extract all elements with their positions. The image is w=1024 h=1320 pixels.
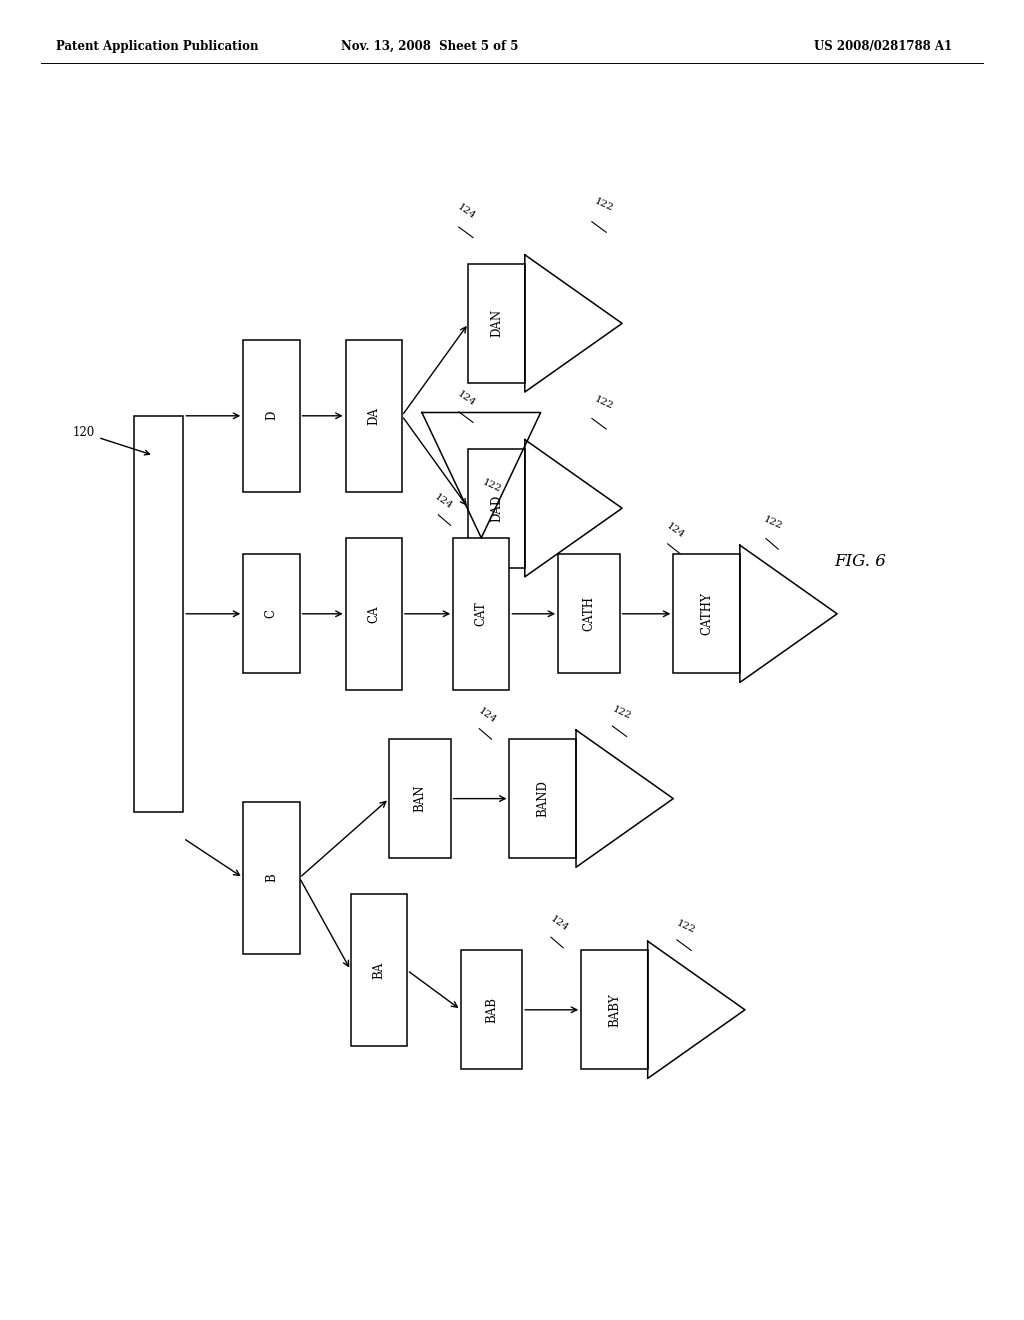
Bar xyxy=(674,554,739,673)
Text: B: B xyxy=(265,874,278,882)
Text: BAN: BAN xyxy=(414,785,426,812)
Text: CA: CA xyxy=(368,605,380,623)
Text: DAD: DAD xyxy=(490,495,503,521)
Text: 124: 124 xyxy=(477,706,498,725)
Bar xyxy=(350,895,407,1045)
Text: FIG. 6: FIG. 6 xyxy=(835,553,886,569)
Bar xyxy=(582,950,648,1069)
Bar xyxy=(510,739,575,858)
Text: 124: 124 xyxy=(666,521,686,540)
Text: 122: 122 xyxy=(675,919,697,935)
Text: DA: DA xyxy=(368,407,380,425)
Text: DAN: DAN xyxy=(490,309,503,338)
Text: 122: 122 xyxy=(762,515,784,531)
Text: 124: 124 xyxy=(433,492,454,511)
Text: Nov. 13, 2008  Sheet 5 of 5: Nov. 13, 2008 Sheet 5 of 5 xyxy=(341,40,519,53)
Text: 124: 124 xyxy=(456,389,476,408)
Text: D: D xyxy=(265,411,278,421)
Text: 122: 122 xyxy=(593,395,615,411)
Bar xyxy=(389,739,451,858)
Bar xyxy=(558,554,620,673)
Bar xyxy=(468,449,524,568)
Text: BA: BA xyxy=(373,961,385,979)
Text: 124: 124 xyxy=(456,202,476,220)
Text: Patent Application Publication: Patent Application Publication xyxy=(56,40,259,53)
Bar xyxy=(244,339,300,491)
Text: C: C xyxy=(265,610,278,618)
Text: 122: 122 xyxy=(610,705,633,721)
Text: CAT: CAT xyxy=(475,602,487,626)
Text: BAND: BAND xyxy=(537,780,549,817)
Text: 120: 120 xyxy=(73,426,150,455)
Bar xyxy=(453,539,509,689)
Bar xyxy=(461,950,522,1069)
Text: 124: 124 xyxy=(549,915,569,933)
Text: 122: 122 xyxy=(480,478,503,494)
Text: 122: 122 xyxy=(593,197,615,213)
Text: CATH: CATH xyxy=(583,597,595,631)
Bar xyxy=(134,416,183,812)
Text: US 2008/0281788 A1: US 2008/0281788 A1 xyxy=(814,40,952,53)
Text: CATHY: CATHY xyxy=(700,593,713,635)
Bar xyxy=(345,539,401,689)
Bar xyxy=(345,339,401,491)
Text: BABY: BABY xyxy=(608,993,621,1027)
Bar xyxy=(244,554,300,673)
Text: BAB: BAB xyxy=(485,997,498,1023)
Bar xyxy=(244,801,300,953)
Bar xyxy=(468,264,524,383)
